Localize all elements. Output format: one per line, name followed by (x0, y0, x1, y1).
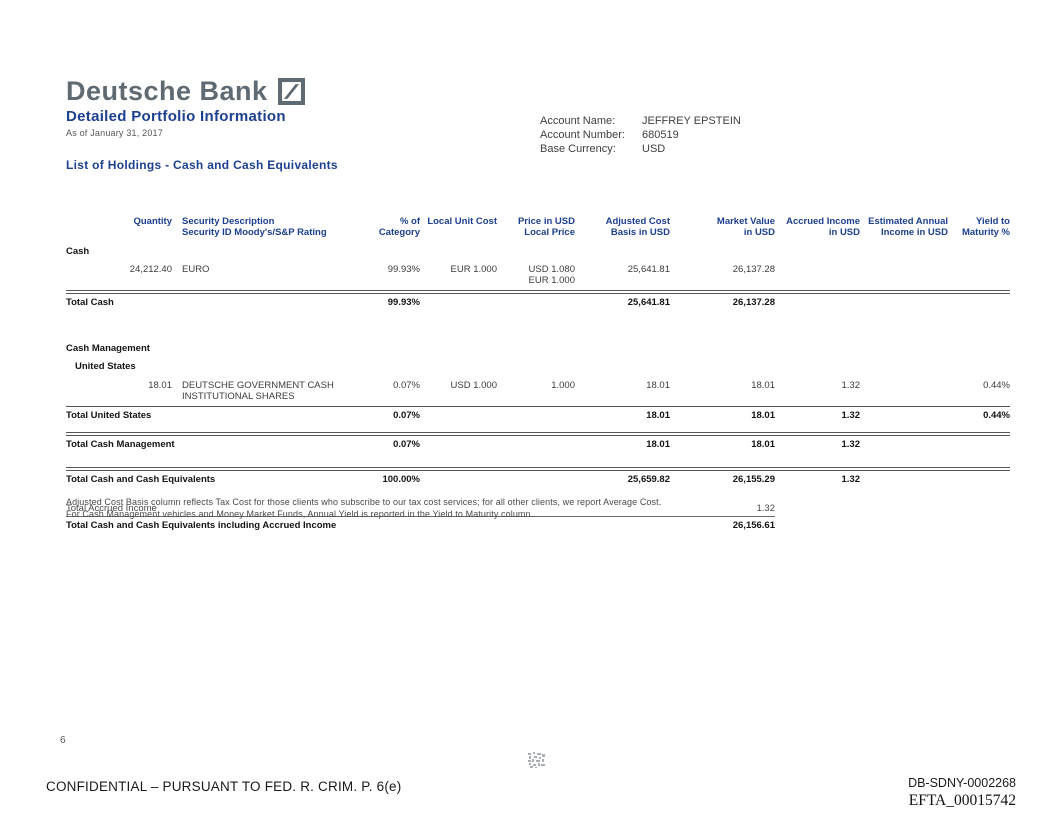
account-info: Account Name: JEFFREY EPSTEIN Account Nu… (540, 114, 741, 156)
table-body: Cash 24,212.40 EURO 99.93% EUR 1.000 USD 1.08… (66, 238, 1010, 534)
security-description: EURO (182, 264, 210, 275)
security-description: DEUTSCHE GOVERNMENT CASH INSTITUTIONAL SH… (182, 380, 334, 402)
account-name-value: JEFFREY EPSTEIN (642, 115, 741, 127)
total-label: Total Accrued Income (66, 500, 355, 517)
efta-number: EFTA_00015742 (908, 792, 1016, 809)
section-label: Cash Management (66, 343, 150, 354)
spacer-row (66, 453, 1010, 469)
total-row: Total Cash and Cash Equivalents 100.00% 25… (66, 467, 1010, 488)
list-of-holdings-title: List of Holdings - Cash and Cash Equival… (66, 158, 338, 172)
total-row: Total United States 0.07% 18.01 18.01 1.32 0.… (66, 406, 1010, 424)
report-title: Detailed Portfolio Information (66, 108, 286, 125)
holdings-table: Quantity Security Description Security I… (66, 216, 1010, 534)
total-row: Total Cash 99.93% 25,641.81 26,137.28 (66, 290, 1010, 311)
scan-noise-stamp-icon (528, 752, 545, 768)
as-of-date: As of January 31, 2017 (66, 128, 163, 138)
spacer-row (66, 311, 1010, 335)
col-adjusted-cost: Adjusted Cost Basis in USD (605, 216, 670, 238)
table-header: Quantity Security Description Security I… (66, 216, 1010, 238)
col-accrued-income: Accrued Income in USD (786, 216, 860, 238)
total-label: Total Cash and Cash Equivalents includin… (66, 520, 337, 531)
footnote-line: For Cash Management vehicles and Money M… (66, 508, 534, 519)
deutsche-bank-logo-icon (277, 78, 305, 105)
total-label: Total Cash (66, 290, 355, 311)
grandtotal-row: Total Cash and Cash Equivalents includin… (66, 517, 1010, 535)
accrued-row: Total Accrued Income 1.32 (66, 500, 1010, 517)
spacer-row (66, 424, 1010, 434)
total-label: Total Cash and Cash Equivalents (66, 467, 355, 488)
base-currency-row: Base Currency: USD (540, 142, 741, 156)
col-yield-to-maturity: Yield to Maturity % (961, 216, 1010, 238)
footnote-line: Adjusted Cost Basis column reflects Tax … (66, 497, 662, 507)
holding-row: 24,212.40 EURO 99.93% EUR 1.000 USD 1.080 EUR… (66, 264, 1010, 292)
col-quantity: Quantity (133, 216, 172, 227)
section-label: Cash (66, 246, 90, 257)
col-estimated-annual-income: Estimated Annual Income in USD (868, 216, 948, 238)
col-local-unit-cost: Local Unit Cost (427, 216, 497, 227)
base-currency-value: USD (642, 143, 666, 155)
account-number-label: Account Number: (540, 129, 625, 141)
holding-row: 18.01 DEUTSCHE GOVERNMENT CASH INSTITUTION… (66, 380, 1010, 407)
footnotes: Adjusted Cost Basis column reflects Tax … (66, 497, 661, 520)
base-currency-label: Base Currency: (540, 143, 616, 155)
account-number-value: 680519 (642, 129, 679, 141)
account-name-label: Account Name: (540, 115, 616, 127)
document-ids: DB-SDNY-0002268 EFTA_00015742 (908, 776, 1016, 810)
confidential-stamp: CONFIDENTIAL – PURSUANT TO FED. R. CRIM.… (46, 779, 402, 794)
total-row: Total Cash Management 0.07% 18.01 18.01 1.32 (66, 432, 1010, 453)
page-number: 6 (60, 735, 66, 746)
bates-number: DB-SDNY-0002268 (908, 776, 1016, 790)
total-label: Total Cash Management (66, 432, 355, 453)
total-label: Total United States (66, 406, 355, 424)
section-row: United States (66, 361, 1010, 374)
section-label: United States (75, 361, 136, 372)
section-row: Cash (66, 238, 1010, 264)
bank-name: Deutsche Bank (66, 76, 268, 106)
col-pct-of-category: % of Category (378, 216, 420, 238)
col-security-description: Security Description Security ID Moody's… (182, 216, 327, 238)
brand-header: Deutsche Bank Detailed Portfolio Informa… (66, 78, 305, 138)
account-number-row: Account Number: 680519 (540, 128, 741, 142)
section-row: Cash Management (66, 335, 1010, 361)
col-price: Price in USD Local Price (517, 216, 575, 238)
account-name-row: Account Name: JEFFREY EPSTEIN (540, 114, 741, 128)
col-market-value: Market Value in USD (716, 216, 775, 238)
